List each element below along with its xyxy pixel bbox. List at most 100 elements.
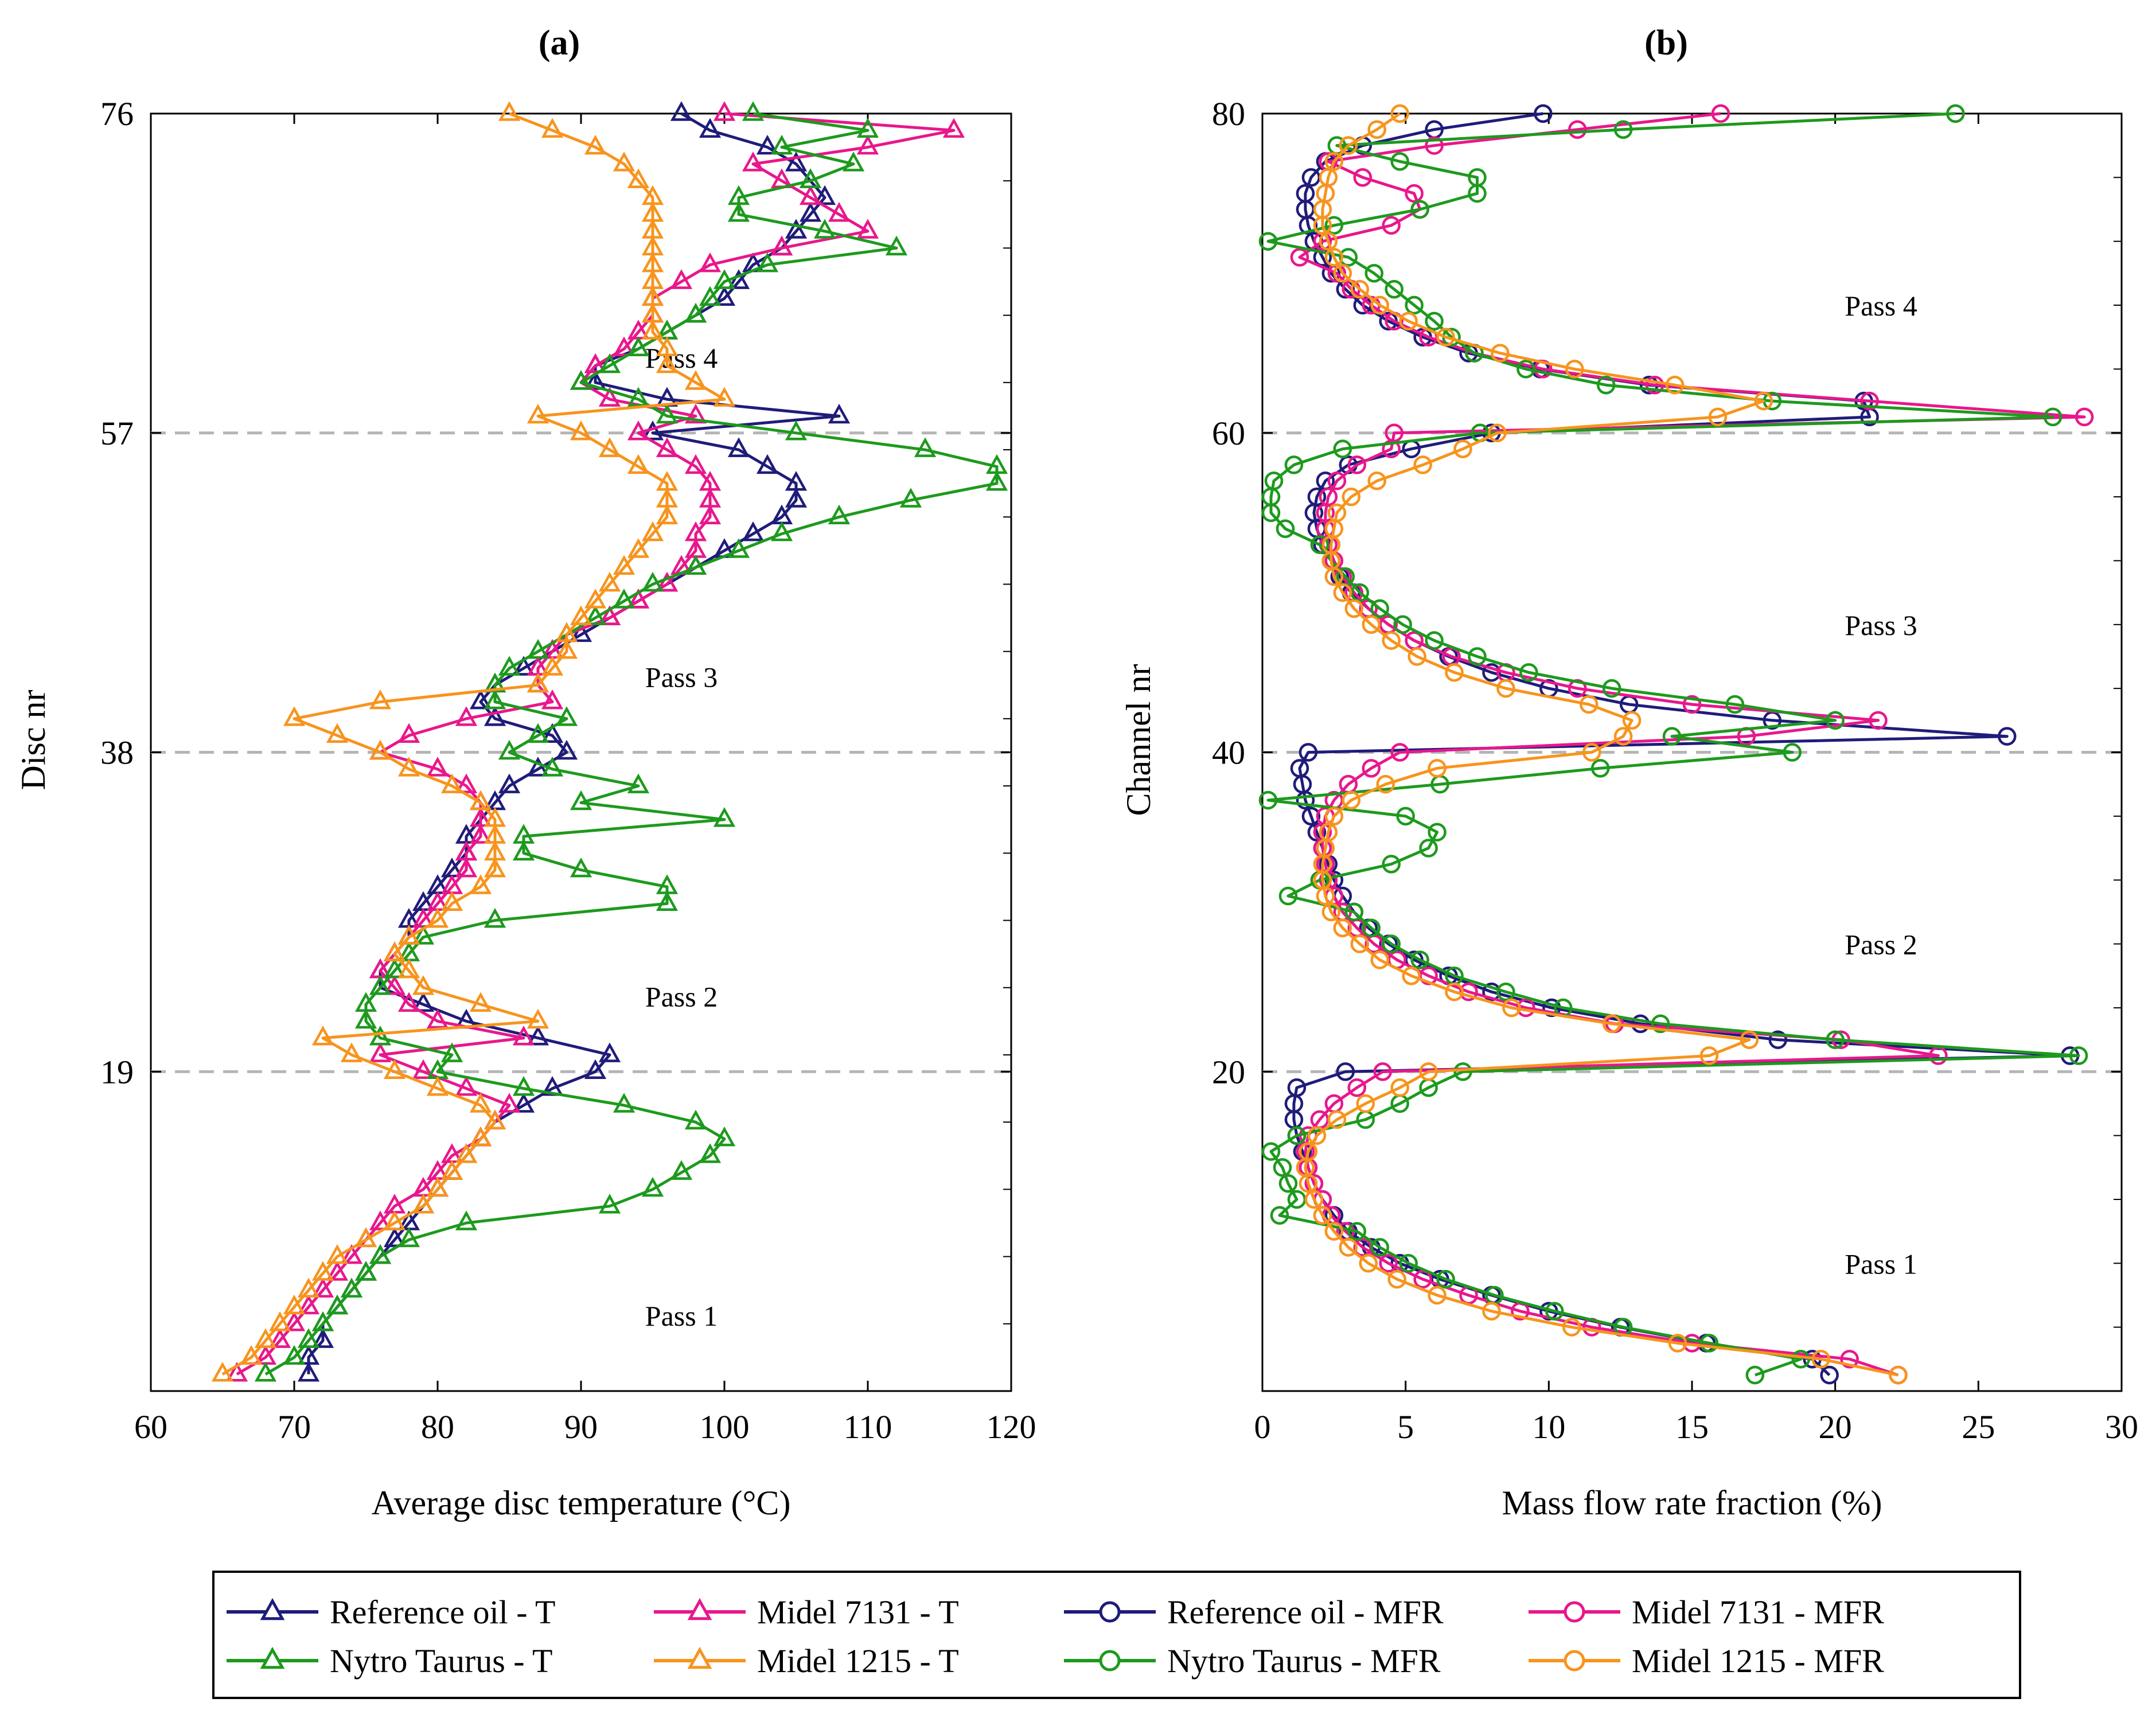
data-point <box>1840 1350 1859 1369</box>
panel-title: (a) <box>539 24 580 63</box>
legend-entry-nytro-taurus-t: Nytro Taurus - T <box>227 1642 552 1680</box>
y-tick-label: 76 <box>100 95 134 133</box>
data-point <box>1310 535 1330 554</box>
data-point <box>1327 503 1347 523</box>
data-point <box>397 958 420 979</box>
pass-label: Pass 1 <box>645 1300 718 1332</box>
data-point <box>699 471 722 491</box>
data-point <box>756 252 779 272</box>
data-point <box>455 1076 478 1096</box>
data-point <box>397 1227 420 1248</box>
data-point <box>641 252 664 272</box>
legend-marker <box>1099 1601 1121 1623</box>
data-point <box>598 1042 621 1062</box>
data-point <box>699 488 722 508</box>
data-point <box>1273 1158 1292 1177</box>
data-point <box>885 235 908 256</box>
data-point <box>1754 391 1773 411</box>
data-point <box>1278 886 1298 906</box>
data-point <box>484 672 506 693</box>
data-point <box>455 1143 478 1163</box>
data-point <box>512 1076 535 1096</box>
data-point <box>297 1328 320 1348</box>
data-point <box>627 420 650 441</box>
data-point <box>856 134 879 155</box>
y-tick-label: 40 <box>1212 734 1245 772</box>
data-point <box>1582 743 1601 762</box>
data-point <box>527 672 549 693</box>
data-point <box>641 1177 664 1197</box>
data-point <box>383 975 406 995</box>
data-point <box>1453 439 1472 458</box>
panel-a: (a) 60 70 80 90 100 110 120 19 38 57 76 Average disc… <box>14 24 1036 1522</box>
data-point <box>469 824 492 844</box>
data-point <box>1333 439 1352 458</box>
data-point <box>1590 759 1610 778</box>
data-point <box>1319 823 1338 842</box>
data-point <box>584 370 607 390</box>
data-point <box>1579 695 1599 714</box>
data-point <box>1445 982 1464 1002</box>
data-point <box>641 521 664 541</box>
data-point <box>2069 1046 2088 1065</box>
data-point <box>1347 1222 1367 1241</box>
legend-entry-reference-oil-t: Reference oil - T <box>227 1594 555 1631</box>
data-point <box>1350 279 1370 299</box>
data-point <box>354 1008 377 1029</box>
data-point <box>1344 902 1364 922</box>
data-point <box>785 471 808 491</box>
data-point <box>756 454 779 474</box>
data-point <box>1370 599 1389 618</box>
data-point <box>1393 615 1412 634</box>
data-point <box>1339 136 1358 155</box>
data-point <box>570 370 592 390</box>
x-tick-label: 110 <box>844 1408 892 1446</box>
data-point <box>283 1294 306 1315</box>
data-point <box>1319 232 1338 251</box>
data-point <box>656 504 679 525</box>
data-point <box>1324 248 1344 267</box>
data-point <box>240 1345 263 1365</box>
panel-title: (b) <box>1644 24 1688 63</box>
data-point <box>1568 120 1587 139</box>
data-point <box>1382 855 1401 874</box>
data-point <box>699 504 722 525</box>
data-point <box>283 1311 306 1331</box>
data-point <box>469 874 492 894</box>
data-point <box>512 840 535 861</box>
data-point <box>1382 631 1401 650</box>
data-point <box>383 1059 406 1080</box>
data-point <box>1482 663 1501 682</box>
data-point <box>1278 1174 1298 1193</box>
legend-marker <box>260 1646 285 1669</box>
data-point <box>1258 232 1278 251</box>
data-point <box>584 134 607 155</box>
data-point <box>1385 423 1403 442</box>
data-point <box>699 1143 722 1163</box>
data-point <box>1347 1078 1367 1097</box>
data-point <box>1379 1254 1398 1273</box>
data-point <box>713 269 736 289</box>
data-point <box>598 387 621 407</box>
x-tick-label: 80 <box>421 1408 454 1446</box>
data-point <box>1482 982 1501 1002</box>
data-point <box>670 101 693 121</box>
data-point <box>1390 743 1409 762</box>
data-point <box>641 286 664 306</box>
data-point <box>383 941 406 961</box>
data-point <box>1413 1269 1432 1289</box>
data-point <box>813 219 836 239</box>
data-point <box>354 1227 377 1248</box>
data-point <box>1459 982 1478 1002</box>
data-point <box>469 1093 492 1113</box>
data-point <box>584 605 607 625</box>
pass-label: Pass 2 <box>1845 929 1917 961</box>
data-point <box>283 706 306 726</box>
data-point <box>1324 1222 1344 1241</box>
data-point <box>311 1026 334 1046</box>
data-point <box>268 1328 291 1348</box>
data-point <box>426 1008 449 1029</box>
data-point <box>426 907 449 928</box>
data-point <box>1545 1302 1564 1321</box>
